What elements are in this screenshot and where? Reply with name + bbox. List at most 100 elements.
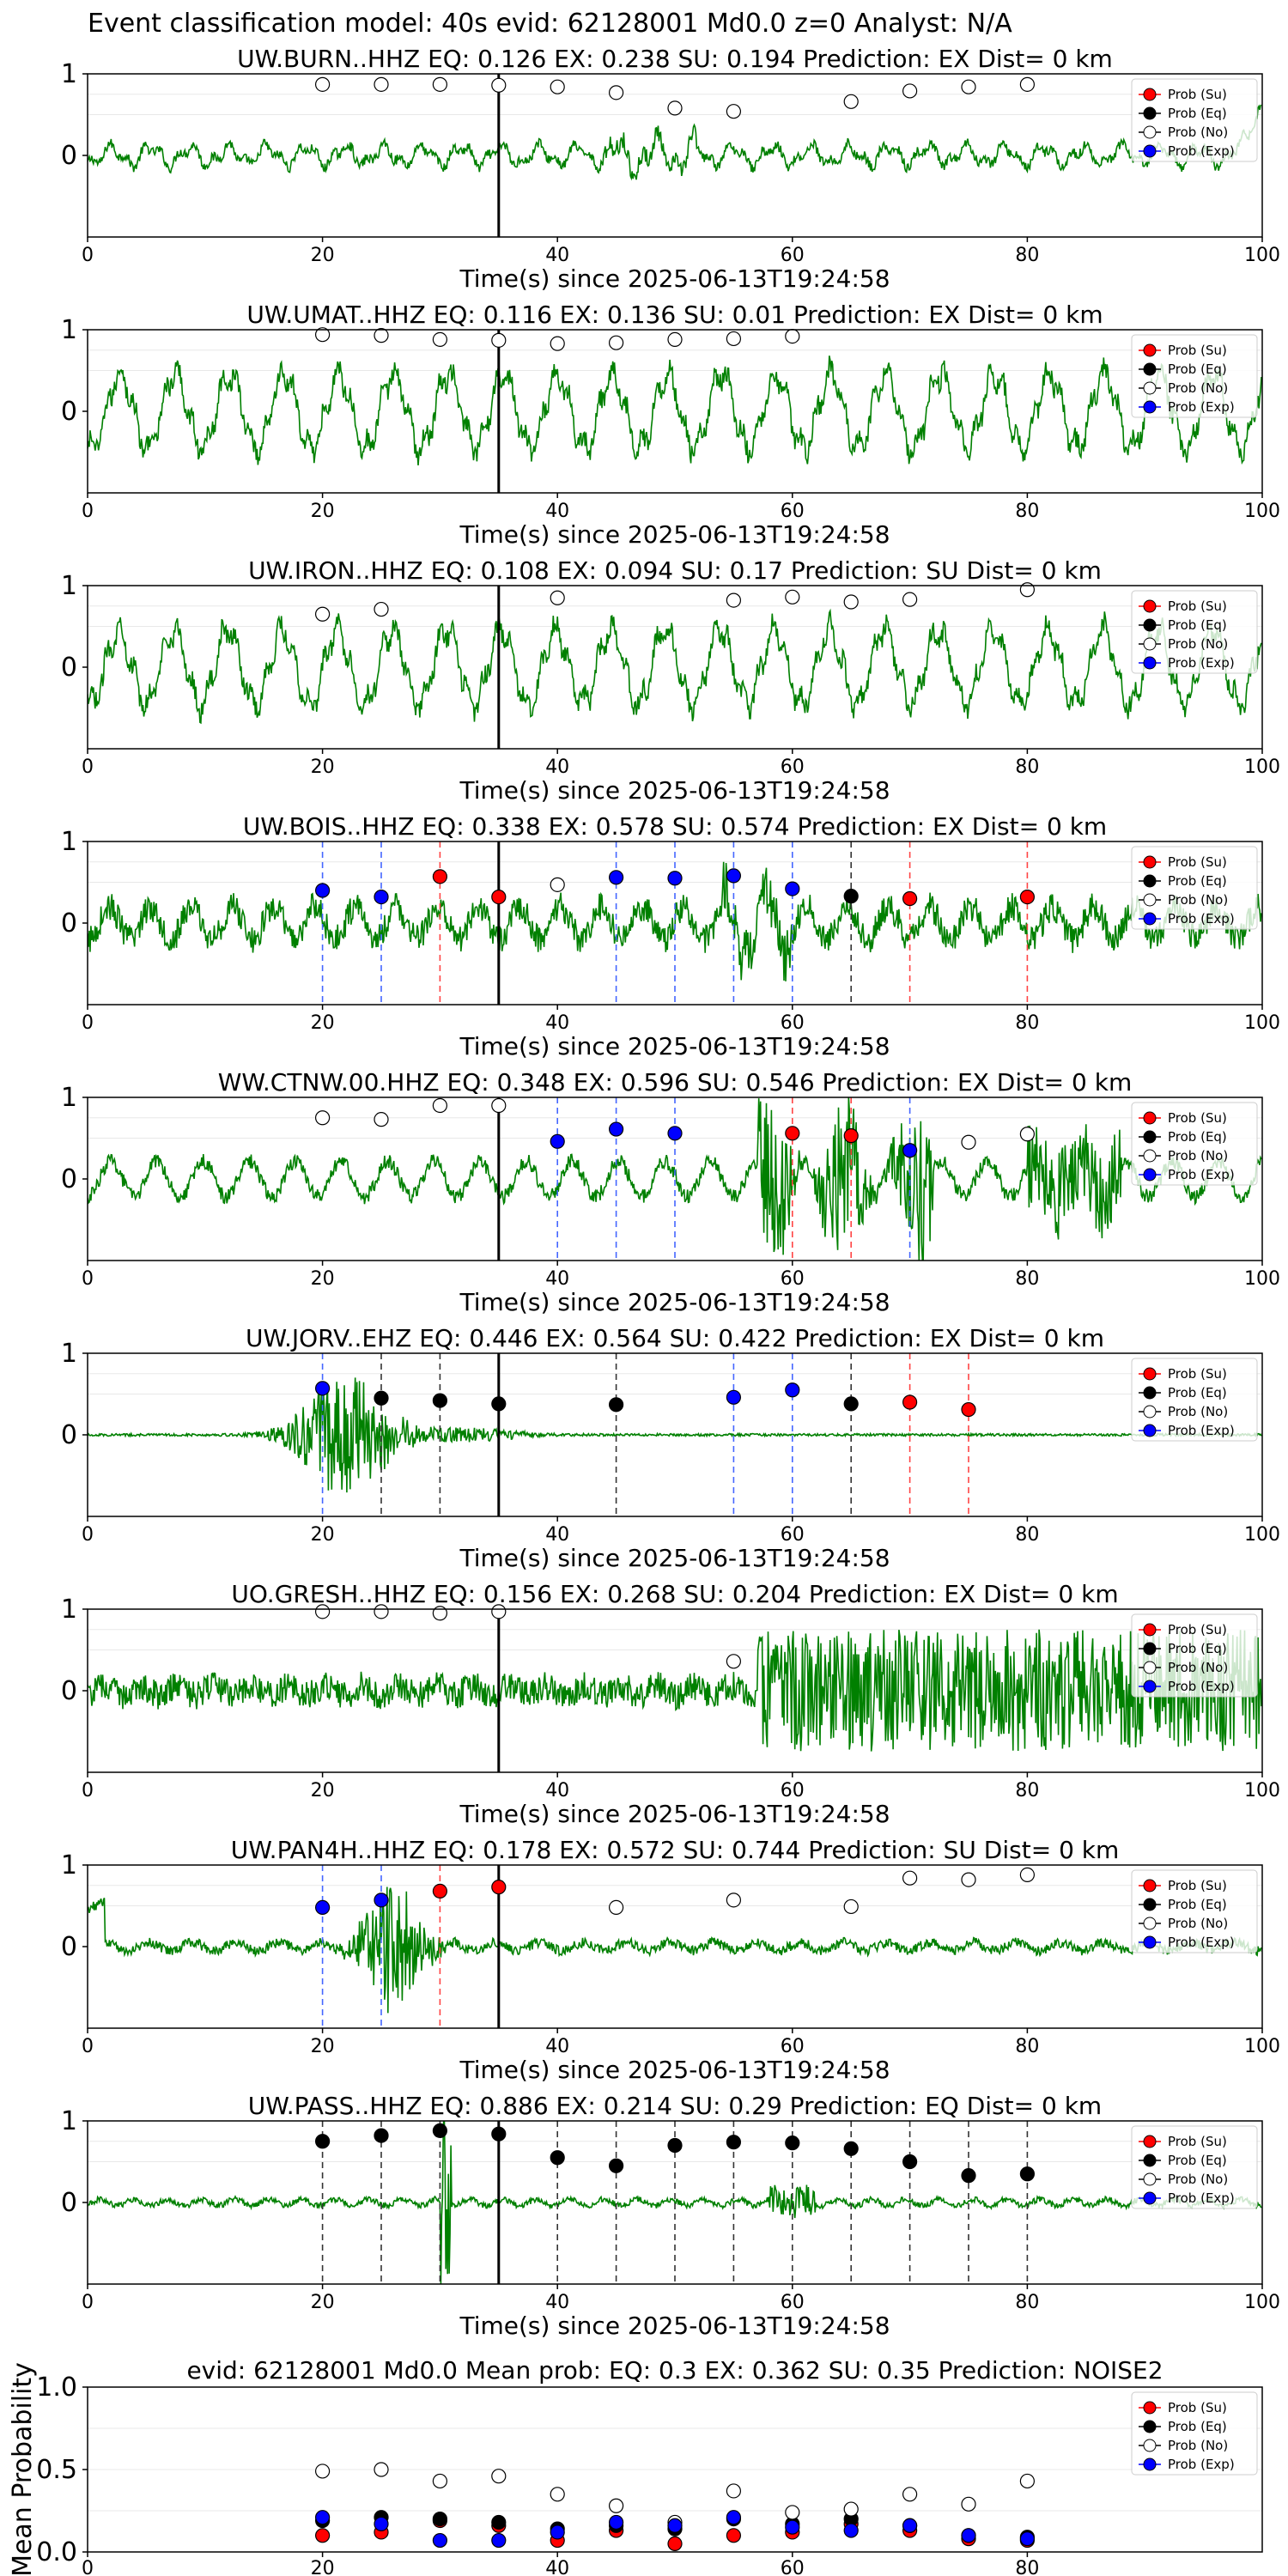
ytick-label: 1 (61, 827, 77, 857)
waveform-trace (88, 1629, 1262, 1752)
panel-title: UO.GRESH..HHZ EQ: 0.156 EX: 0.268 SU: 0.… (231, 1580, 1118, 1608)
legend-label: Prob (Su) (1168, 343, 1227, 358)
mean-point-exp (491, 2532, 507, 2549)
mean-point-exp (608, 2514, 624, 2530)
prob-point-no (491, 332, 507, 348)
prob-point-su (961, 1401, 976, 1418)
legend-label: Prob (No) (1168, 2172, 1228, 2187)
legend-marker-eq (1143, 1642, 1157, 1656)
panel-title: UW.PAN4H..HHZ EQ: 0.178 EX: 0.572 SU: 0.… (231, 1836, 1120, 1864)
legend-label: Prob (Exp) (1168, 2190, 1235, 2206)
ytick-label: 1 (61, 2106, 77, 2136)
xtick-label: 80 (1015, 501, 1039, 522)
xtick-label: 60 (781, 756, 805, 778)
prob-point-no (374, 328, 389, 343)
xtick-label: 40 (545, 756, 569, 778)
xtick-label: 80 (1015, 1268, 1039, 1290)
panel-title: UW.JORV..EHZ EQ: 0.446 EX: 0.564 SU: 0.4… (246, 1324, 1104, 1352)
legend-box (1131, 846, 1258, 930)
legend-marker-no (1143, 893, 1157, 907)
xtick-label: 20 (311, 1012, 335, 1034)
mean-point-no (315, 2464, 331, 2479)
xtick-label: 60 (781, 1780, 805, 1801)
prob-point-su (902, 890, 918, 907)
mean-point-exp (315, 2510, 331, 2525)
legend-label: Prob (Eq) (1168, 1129, 1227, 1145)
waveform-trace (88, 1886, 1262, 2014)
legend-label: Prob (No) (1168, 1148, 1228, 1163)
mean-point-eq (491, 2514, 507, 2530)
mean-point-exp (374, 2516, 389, 2531)
xtick-label: 40 (545, 2558, 569, 2576)
prob-point-no (432, 76, 448, 92)
xtick-label: 0 (82, 2292, 94, 2313)
xtick-label: 20 (311, 2558, 335, 2576)
legend-marker-eq (1143, 874, 1157, 888)
legend-label: Prob (Eq) (1168, 1897, 1227, 1912)
ytick-label: 0.5 (36, 2455, 77, 2485)
legend-marker-su (1143, 1879, 1157, 1893)
legend-marker-no (1143, 1405, 1157, 1419)
prob-point-eq (432, 1393, 448, 1408)
legend-marker-su (1143, 1111, 1157, 1125)
legend-label: Prob (Eq) (1168, 1385, 1227, 1400)
xtick-label: 60 (781, 245, 805, 266)
prob-point-eq (374, 2128, 389, 2143)
legend-marker-no (1143, 1917, 1157, 1930)
prob-point-no (432, 1606, 448, 1621)
ytick-label: 1 (61, 571, 77, 601)
legend-label: Prob (No) (1168, 125, 1228, 140)
prob-point-no (1019, 76, 1036, 92)
xaxis-label: Time(s) since 2025-06-13T19:24:58 (459, 520, 890, 549)
xaxis-label: Time(s) since 2025-06-13T19:24:58 (459, 2056, 890, 2084)
prob-point-eq (961, 2168, 976, 2184)
ytick-label: 1 (61, 1850, 77, 1880)
prob-point-su (902, 1394, 918, 1410)
prob-point-su (1019, 889, 1036, 905)
mean-point-exp (726, 2510, 742, 2525)
waveform-trace (88, 104, 1262, 181)
ytick-label: 0 (61, 653, 77, 683)
prob-point-no (374, 1604, 389, 1619)
legend-label: Prob (No) (1168, 380, 1228, 396)
mean-point-su (726, 2528, 742, 2543)
legend-marker-su (1143, 88, 1157, 101)
panel-2: UW.IRON..HHZ EQ: 0.108 EX: 0.094 SU: 0.1… (61, 556, 1280, 805)
legend-label: Prob (Eq) (1168, 361, 1227, 377)
prob-point-no (608, 85, 624, 100)
panel-7: UW.PAN4H..HHZ EQ: 0.178 EX: 0.572 SU: 0.… (61, 1836, 1280, 2084)
ytick-label: 1 (61, 315, 77, 345)
prob-point-eq (843, 889, 859, 904)
prob-point-exp (667, 1126, 683, 1141)
legend-label: Prob (Eq) (1168, 617, 1227, 633)
xtick-label: 0 (82, 756, 94, 778)
ytick-label: 0 (61, 397, 77, 427)
mean-point-exp (667, 2518, 683, 2533)
legend-marker-eq (1143, 1386, 1157, 1400)
mean-point-no (785, 2505, 800, 2520)
prob-point-no (315, 606, 331, 622)
xtick-label: 40 (545, 501, 569, 522)
legend-marker-exp (1143, 912, 1157, 926)
prob-point-no (491, 1604, 507, 1619)
legend-label: Prob (No) (1168, 636, 1228, 652)
prob-point-no (785, 589, 800, 605)
prob-point-no (491, 77, 507, 93)
xtick-label: 100 (1244, 1524, 1280, 1546)
legend-label: Prob (No) (1168, 892, 1228, 908)
legend-marker-su (1143, 2401, 1157, 2415)
xtick-label: 40 (545, 1012, 569, 1034)
legend-box (1131, 78, 1258, 162)
prob-point-exp (726, 1389, 742, 1405)
legend-label: Prob (Eq) (1168, 2419, 1227, 2434)
panel-3: UW.BOIS..HHZ EQ: 0.338 EX: 0.578 SU: 0.5… (61, 812, 1280, 1060)
panel-title: UW.BURN..HHZ EQ: 0.126 EX: 0.238 SU: 0.1… (237, 45, 1113, 73)
xtick-label: 100 (1244, 501, 1280, 522)
xtick-label: 0 (82, 2558, 94, 2576)
legend-label: Prob (Su) (1168, 1878, 1227, 1893)
prob-point-no (785, 329, 800, 344)
mean-point-exp (432, 2532, 448, 2549)
prob-point-no (902, 1870, 918, 1886)
prob-point-no (726, 592, 742, 608)
legend-box (1131, 1358, 1258, 1442)
